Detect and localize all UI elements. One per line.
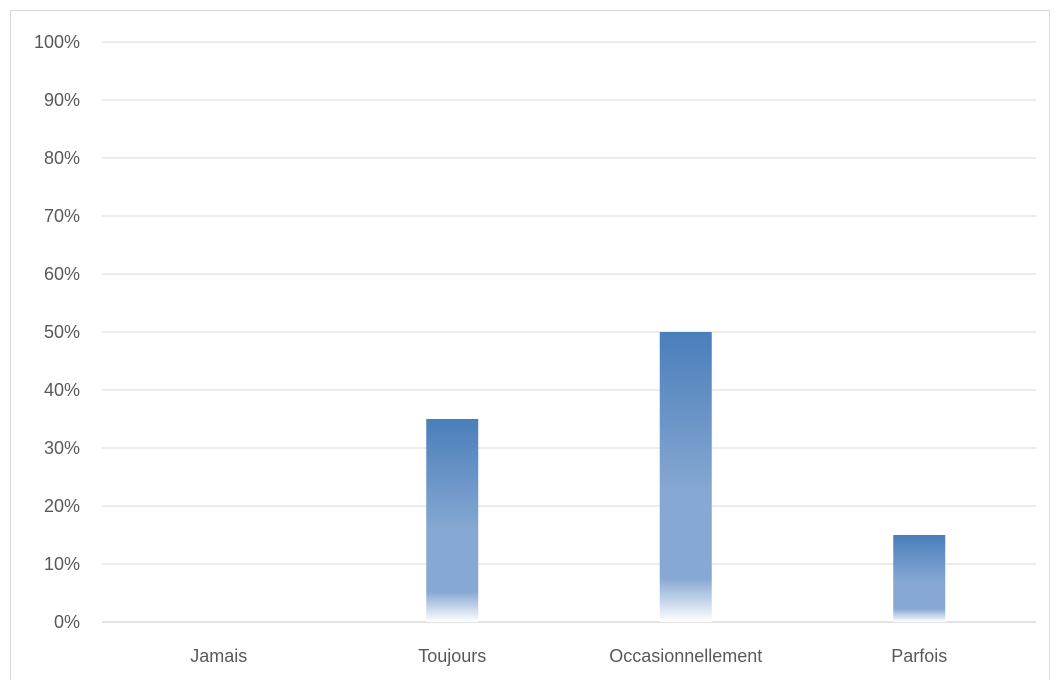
y-tick-label: 40% [44,380,80,400]
x-tick-label: Occasionnellement [609,646,762,666]
x-tick-label: Toujours [418,646,486,666]
x-tick-label: Jamais [190,646,247,666]
bar-parfois [893,535,946,622]
y-tick-label: 100% [34,32,80,52]
y-tick-label: 50% [44,322,80,342]
y-axis-ticks: 0% 10% 20% 30% 40% 50% 60% 70% 80% 90% 100% [34,32,80,632]
y-tick-label: 10% [44,554,80,574]
y-tick-label: 70% [44,206,80,226]
bar-occasionnellement [659,332,712,622]
bars [426,332,946,622]
y-tick-label: 80% [44,148,80,168]
y-tick-label: 0% [54,612,80,632]
x-axis-ticks: Jamais Toujours Occasionnellement Parfois [190,646,947,666]
x-tick-label: Parfois [891,646,947,666]
gridlines [102,41,1036,623]
y-tick-label: 30% [44,438,80,458]
y-tick-label: 90% [44,90,80,110]
bar-toujours [426,419,479,622]
y-tick-label: 60% [44,264,80,284]
chart-frame [10,10,1050,680]
y-tick-label: 20% [44,496,80,516]
